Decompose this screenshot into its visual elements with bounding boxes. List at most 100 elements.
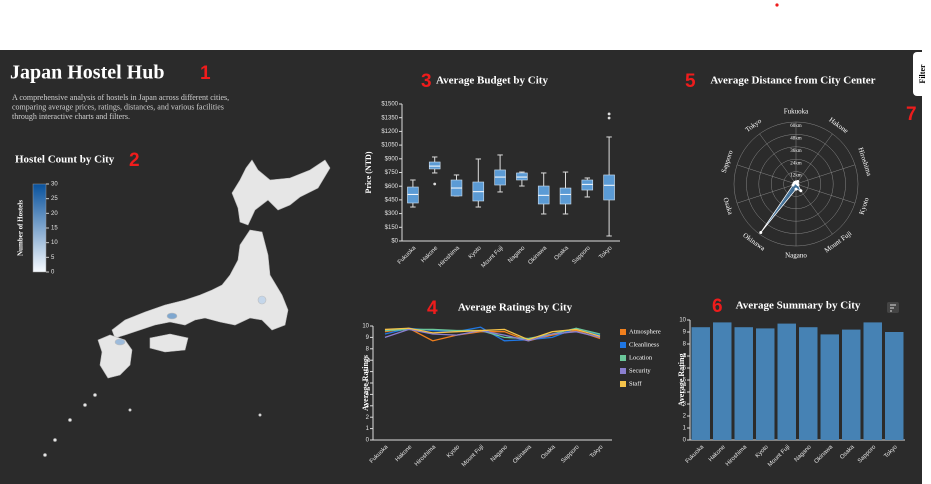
radar-axis-label: Nagano xyxy=(785,252,807,260)
legend-label: Atmosphere xyxy=(629,328,661,335)
panel-title: Average Budget by City xyxy=(436,75,548,87)
y-tick-label: $1350 xyxy=(381,115,398,121)
annotation: 3 xyxy=(421,71,432,92)
legend-tick-label: 30 xyxy=(51,182,58,188)
box xyxy=(559,187,572,205)
y-tick-label: $900 xyxy=(385,156,399,162)
y-axis-label: Average Ratings xyxy=(361,355,370,411)
prefecture[interactable] xyxy=(166,312,178,320)
japan-map xyxy=(43,159,331,457)
y-tick-label: 3 xyxy=(683,402,687,408)
shikoku[interactable] xyxy=(149,333,189,353)
bar xyxy=(777,323,796,440)
bar xyxy=(863,322,882,440)
legend-label: Location xyxy=(629,354,653,361)
y-tick-label: 4 xyxy=(366,392,370,398)
bar xyxy=(799,327,818,440)
legend-tick-label: 20 xyxy=(51,211,58,217)
radar-spoke xyxy=(759,133,797,185)
line xyxy=(384,328,601,342)
legend-tick-label: 0 xyxy=(51,270,55,276)
radar-spoke xyxy=(795,164,856,185)
description: A comprehensive analysis of hostels in J… xyxy=(12,93,229,121)
y-tick-label: $300 xyxy=(385,211,399,217)
box xyxy=(407,186,419,204)
outlier xyxy=(607,112,611,116)
y-tick-label: $1050 xyxy=(381,143,398,149)
y-tick-label: $150 xyxy=(385,225,399,231)
color-legend xyxy=(32,183,47,273)
y-tick-label: 10 xyxy=(362,324,369,330)
y-tick-label: $600 xyxy=(385,184,399,190)
bar xyxy=(713,322,732,440)
radar-spoke xyxy=(795,183,856,204)
legend-swatch xyxy=(620,355,626,361)
y-tick-label: 0 xyxy=(683,438,687,444)
panel-title: Average Ratings by City xyxy=(458,302,573,314)
y-tick-label: $0 xyxy=(391,239,398,245)
radar-point xyxy=(759,230,763,234)
box xyxy=(603,174,615,201)
legend-swatch xyxy=(620,342,626,348)
y-tick-label: $1200 xyxy=(381,129,398,135)
legend-tick-label: 25 xyxy=(51,196,58,202)
y-axis-label: Average Rating xyxy=(677,354,686,407)
radar-spoke xyxy=(736,183,797,204)
hokkaido[interactable] xyxy=(231,159,331,226)
honshu[interactable] xyxy=(111,229,289,339)
outlier xyxy=(607,116,611,120)
description-line: comparing average prices, ratings, dista… xyxy=(12,102,224,111)
radar-spoke xyxy=(736,164,797,185)
legend-swatch xyxy=(620,368,626,374)
radar-point xyxy=(796,183,800,187)
panel-title: Hostel Count by City xyxy=(15,154,115,166)
y-tick-label: 1 xyxy=(366,426,370,432)
legend-label: Staff xyxy=(629,380,642,387)
y-tick-label: 6 xyxy=(366,369,370,375)
y-tick-label: 2 xyxy=(683,414,687,420)
annotation: 2 xyxy=(129,150,140,171)
filter-label[interactable]: Filter xyxy=(918,64,927,84)
line xyxy=(384,327,601,341)
y-tick-label: 8 xyxy=(683,342,687,348)
y-tick-label: 1 xyxy=(683,426,687,432)
page-title: Japan Hostel Hub xyxy=(10,62,164,84)
panel-title: Average Summary by City xyxy=(736,300,861,312)
legend-label: Security xyxy=(629,367,651,374)
y-tick-label: $750 xyxy=(385,170,399,176)
y-tick-label: 2 xyxy=(366,415,370,421)
box xyxy=(428,161,441,170)
radar-axis-label: Fukuoka xyxy=(784,108,809,116)
annotation: 7 xyxy=(906,104,917,125)
y-tick-label: $1500 xyxy=(381,102,398,108)
y-tick-label: 10 xyxy=(679,318,686,324)
annotation: 1 xyxy=(200,63,211,84)
annotation: 5 xyxy=(685,71,696,92)
legend-tick-label: 15 xyxy=(51,226,58,232)
bar xyxy=(842,329,861,440)
filter-tab[interactable] xyxy=(913,52,931,96)
legend-title: Number of Hostels xyxy=(17,200,25,256)
annotation: 6 xyxy=(712,296,723,317)
y-tick-label: 3 xyxy=(366,403,370,409)
prefecture[interactable] xyxy=(257,295,267,305)
panel-title: Average Distance from City Center xyxy=(710,75,875,87)
description-line: A comprehensive analysis of hostels in J… xyxy=(12,93,229,102)
radar-spoke xyxy=(795,183,833,235)
kyushu[interactable] xyxy=(97,334,133,379)
prefecture[interactable] xyxy=(114,338,126,346)
radar-point xyxy=(794,187,798,191)
bar xyxy=(756,328,775,440)
legend-tick-label: 5 xyxy=(51,255,55,261)
y-tick-label: 5 xyxy=(683,378,687,384)
y-tick-label: $450 xyxy=(385,197,399,203)
bar xyxy=(691,327,710,440)
y-tick-label: 8 xyxy=(366,346,370,352)
y-tick-label: 7 xyxy=(683,354,687,360)
legend-tick-label: 10 xyxy=(51,240,58,246)
box xyxy=(516,172,528,181)
radar-point xyxy=(799,189,803,193)
legend-label: Cleanliness xyxy=(629,341,659,348)
bar xyxy=(820,334,839,440)
